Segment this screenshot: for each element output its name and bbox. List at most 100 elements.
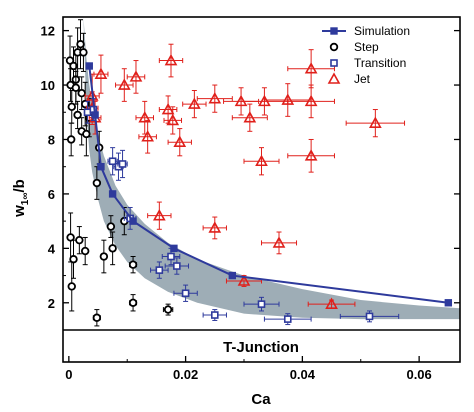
simulation-point (91, 111, 99, 119)
step-point (71, 83, 81, 92)
jet-point (304, 149, 318, 161)
step-point (69, 255, 78, 264)
legend-item-step: Step (329, 40, 379, 54)
simulation-line (88, 65, 449, 304)
step-point (77, 89, 86, 98)
jet-error-bar (167, 128, 192, 157)
step-point (128, 298, 138, 307)
x-tick-label: 0.04 (290, 367, 316, 382)
jet-point (152, 209, 166, 221)
step-point (80, 246, 90, 256)
labels-layer: T-Junction Ca w1∞/b (11, 179, 299, 408)
jet-point (166, 113, 180, 126)
jet-error-bar (287, 84, 335, 119)
jet-point (129, 70, 143, 82)
step-point (106, 222, 116, 231)
transition-point (210, 311, 219, 319)
jet-point (325, 297, 338, 309)
step-point (66, 233, 75, 242)
legend-marker (327, 72, 341, 84)
legend: Simulation Step Transition Jet (322, 24, 410, 86)
step-point (67, 102, 76, 112)
jet-point (161, 102, 175, 115)
legend-marker (330, 27, 338, 35)
jet-error-bar (231, 103, 268, 132)
jet-error-bar (243, 147, 280, 176)
plot-frame (62, 16, 461, 363)
transition-point (118, 160, 127, 168)
transition-point (283, 315, 292, 323)
step-point (99, 252, 109, 261)
x-tick-label: 0 (65, 367, 72, 382)
step-point (76, 40, 85, 49)
jet-error-bar (115, 68, 134, 102)
y-tick-label: 2 (48, 296, 55, 311)
jet-error-bar (261, 231, 298, 255)
step-point (66, 135, 76, 144)
transition-point (173, 262, 181, 270)
series-simulation (85, 62, 453, 307)
y-axis-label: w1∞/b (11, 179, 31, 218)
legend-label: Transition (354, 56, 406, 70)
jet-error-bar (196, 84, 233, 113)
jet-error-bar (126, 60, 146, 94)
transition-point (108, 157, 117, 166)
jet-error-bar (138, 119, 157, 154)
jet-error-bar (158, 95, 178, 124)
step-point (69, 61, 78, 71)
legend-item-simulation: Simulation (322, 24, 410, 38)
legend-label: Step (354, 40, 379, 54)
t-junction-label: T-Junction (223, 339, 299, 356)
jet-point (164, 53, 178, 66)
jet-error-bar (287, 138, 335, 173)
step-point (108, 244, 117, 253)
jet-point (188, 97, 201, 109)
transition-point (365, 312, 374, 321)
y-tick-label: 10 (41, 78, 55, 93)
y-axis-label-subscript: 1∞ (20, 192, 31, 205)
y-axis-label-tail: /b (11, 179, 28, 192)
jet-error-bar (147, 201, 172, 230)
simulation-point (444, 299, 453, 307)
x-axis-label: Ca (251, 391, 271, 408)
jet-error-bar (202, 216, 227, 240)
legend-label: Simulation (354, 24, 410, 38)
simulation-point (108, 190, 117, 198)
legend-marker (329, 42, 339, 52)
jet-point (141, 130, 155, 142)
jet-point (304, 94, 318, 107)
y-tick-label: 6 (48, 187, 55, 202)
x-tick-label: 0.02 (173, 367, 198, 382)
step-point (67, 282, 76, 291)
jet-point (208, 92, 222, 104)
step-point (79, 48, 88, 57)
jet-error-bar (135, 100, 154, 135)
legend-item-jet: Jet (327, 72, 371, 86)
jet-point (281, 93, 295, 105)
transition-point (155, 266, 164, 274)
step-point (92, 178, 102, 188)
jet-point (237, 274, 251, 286)
transition-point (257, 300, 266, 308)
jet-point (243, 111, 257, 123)
y-tick-label: 8 (48, 132, 55, 147)
simulation-point (129, 217, 137, 225)
simulation-point (228, 271, 237, 280)
jet-point (117, 78, 131, 90)
simulation-point (97, 162, 105, 171)
transition-point (167, 252, 175, 261)
step-point (163, 305, 173, 314)
jet-point (138, 111, 152, 123)
x-tick-label: 0.06 (406, 367, 431, 382)
step-point (92, 313, 102, 322)
jet-point (258, 94, 271, 107)
step-point (73, 110, 82, 120)
y-tick-label: 12 (41, 24, 55, 39)
y-tick-label: 4 (48, 241, 56, 256)
series-layer (65, 19, 453, 327)
y-axis-label-main: w (11, 205, 28, 218)
transition-point (181, 289, 190, 298)
jet-point (94, 67, 108, 79)
jet-point (208, 221, 222, 233)
